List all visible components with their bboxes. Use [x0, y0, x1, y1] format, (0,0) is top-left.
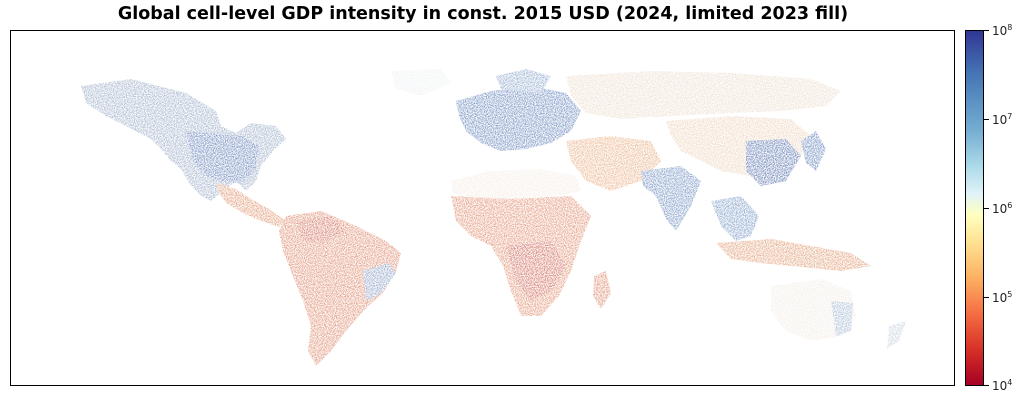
- southeast-asia: [711, 196, 759, 241]
- middle-east: [566, 136, 661, 191]
- colorbar-tick: [984, 119, 989, 120]
- indonesia: [716, 239, 871, 271]
- colorbar-tick-label: 106: [992, 201, 1013, 217]
- amazon-north: [296, 216, 346, 243]
- scandinavia: [496, 69, 551, 93]
- south-america-coast: [363, 263, 396, 301]
- south-america: [279, 211, 401, 366]
- new-zealand: [887, 321, 906, 349]
- greenland: [391, 69, 451, 96]
- india: [641, 166, 701, 231]
- colorbar-tick: [984, 30, 989, 31]
- central-america: [216, 183, 286, 227]
- madagascar: [593, 271, 611, 309]
- central-africa: [506, 241, 566, 301]
- colorbar-tick: [984, 385, 989, 386]
- north-america: [81, 79, 286, 201]
- colorbar-tick-label: 107: [992, 112, 1013, 128]
- map-title: Global cell-level GDP intensity in const…: [117, 4, 849, 24]
- colorbar-tick-label: 105: [992, 290, 1013, 306]
- map-plot-area: [10, 30, 955, 386]
- australia-east: [831, 301, 853, 336]
- africa-north: [451, 169, 581, 199]
- russia: [566, 71, 841, 119]
- colorbar-tick-label: 108: [992, 23, 1013, 39]
- east-china: [746, 139, 801, 186]
- japan-korea: [801, 131, 826, 171]
- europe: [456, 86, 581, 151]
- colorbar-tick: [984, 297, 989, 298]
- us-east: [186, 131, 259, 183]
- colorbar-tick: [984, 208, 989, 209]
- world-map: [81, 69, 906, 366]
- colorbar-tick-label: 104: [992, 378, 1013, 394]
- colorbar: [965, 30, 984, 386]
